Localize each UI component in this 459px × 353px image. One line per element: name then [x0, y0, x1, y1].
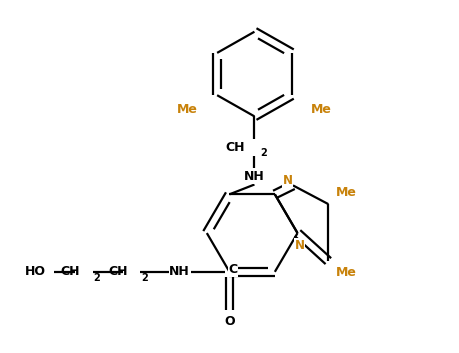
Text: C: C	[229, 263, 238, 276]
Text: 2: 2	[141, 273, 148, 283]
Text: 2: 2	[94, 273, 100, 283]
Text: NH: NH	[244, 170, 265, 183]
Text: N: N	[283, 174, 292, 187]
Text: CH: CH	[61, 265, 80, 278]
Text: O: O	[224, 315, 235, 328]
Text: 2: 2	[260, 148, 267, 158]
Text: CH: CH	[108, 265, 128, 278]
Text: Me: Me	[177, 103, 198, 116]
Text: CH: CH	[226, 141, 246, 154]
Text: Me: Me	[336, 266, 357, 279]
Text: HO: HO	[25, 265, 46, 278]
Text: NH: NH	[169, 265, 190, 278]
Text: Me: Me	[311, 103, 332, 116]
Text: N: N	[295, 239, 305, 252]
Text: Me: Me	[336, 186, 357, 199]
